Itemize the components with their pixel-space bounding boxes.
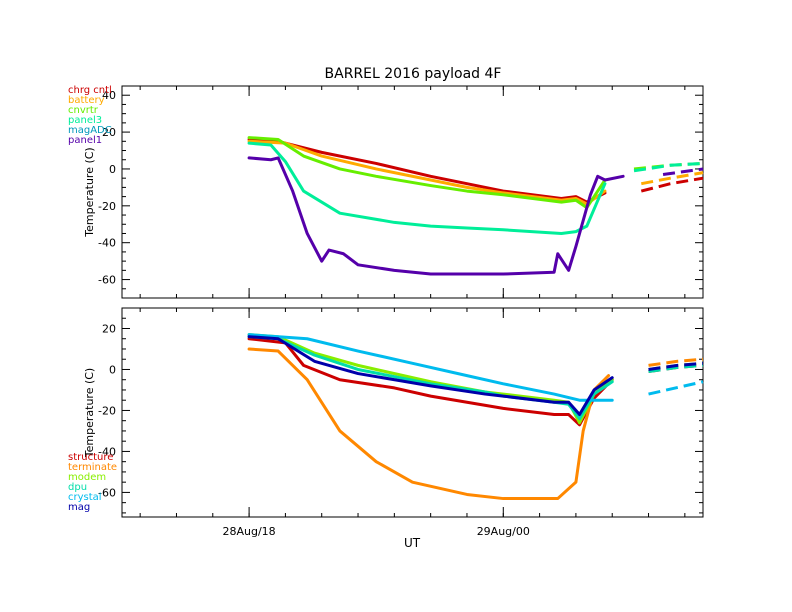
series-tail-terminate: [648, 357, 704, 367]
series-tail-mag: [648, 361, 704, 371]
series-line-cnvrtr: [247, 136, 607, 210]
legend-entry: mag: [68, 502, 90, 513]
legend-entry: dpu: [68, 482, 87, 493]
y-tick-label: 20: [102, 126, 116, 139]
x-axis-label: UT: [404, 536, 421, 550]
series-line-modem: [247, 333, 614, 425]
series-tail-crystal: [648, 380, 704, 396]
legend-entry: chrg cntl: [68, 85, 112, 96]
x-tick-label: 28Aug/18: [223, 525, 276, 538]
series-line-mag: [247, 335, 614, 417]
plot-frame: [121, 85, 704, 299]
top-panel: 40 20 0 -20 -40 -60 Temperature (C) chrg cntlba…: [68, 85, 704, 299]
series-tail-chrg-cntl: [640, 176, 704, 193]
y-tick-label: 0: [109, 163, 116, 176]
series-line-crystal: [247, 333, 614, 402]
series-tail-dpu: [648, 363, 704, 374]
legend-entry: cnvrtr: [68, 105, 99, 116]
series-tail-panel3: [633, 161, 704, 173]
legend-entry: magADC: [68, 125, 112, 136]
legend-entry: battery: [68, 95, 105, 106]
y-tick-label: -40: [98, 445, 116, 458]
x-tick-label: 29Aug/00: [477, 525, 530, 538]
y-tick-label: -20: [98, 200, 116, 213]
series-tail-battery: [640, 171, 704, 186]
legend-entry: crystal: [68, 492, 102, 503]
bottom-panel: 20 0 -20 -40 -60 28Aug/18 29Aug/00 Temperature …: [68, 307, 704, 538]
legend-entry: terminate: [68, 462, 117, 473]
y-axis-label: Temperature (C): [83, 368, 96, 458]
series-line-panel1: [247, 156, 625, 276]
series-line-chrg-cntl: [247, 137, 607, 204]
y-tick-label: -60: [98, 486, 116, 499]
legend-entry: panel3: [68, 115, 102, 126]
legend-entry: structure: [68, 452, 113, 463]
series-line-structure: [247, 337, 614, 427]
y-axis-label: Temperature (C): [83, 147, 96, 237]
y-tick-label: 20: [102, 322, 116, 335]
plot-frame: [121, 307, 704, 518]
y-tick-label: -40: [98, 237, 116, 250]
legend-entry: panel1: [68, 135, 102, 146]
y-tick-label: 40: [102, 89, 116, 102]
chart-title: BARREL 2016 payload 4F: [325, 66, 502, 82]
y-tick-label: 0: [109, 363, 116, 376]
series-tail-panel1: [662, 167, 704, 176]
y-tick-label: -60: [98, 274, 116, 287]
series-line-panel3: [247, 141, 607, 235]
series-line-battery: [247, 139, 607, 206]
y-tick-label: -20: [98, 404, 116, 417]
legend-entry: modem: [68, 472, 106, 483]
series-line-terminate: [247, 347, 611, 501]
